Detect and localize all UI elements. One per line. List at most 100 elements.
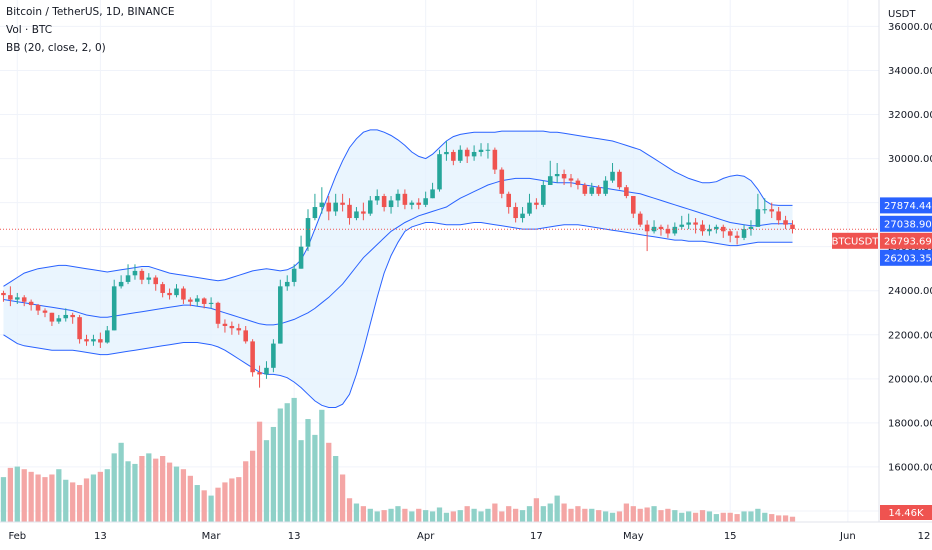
price-axis[interactable]: 14000.0016000.0018000.0020000.0022000.00…	[888, 22, 932, 518]
x-tick-label: Mar	[202, 531, 222, 542]
volume-bar	[651, 506, 657, 522]
volume-bar	[637, 508, 643, 522]
candle-body	[610, 171, 615, 181]
legend-volume[interactable]: Vol · BTC	[6, 24, 53, 36]
price-tag-label: 27038.90	[884, 219, 932, 230]
volume-bar	[706, 511, 713, 522]
volume-bar	[416, 508, 422, 522]
volume-bar	[139, 456, 145, 522]
price-tags: 27874.44 27038.90 26793.69 26203.35 BTCUSDT 1…	[832, 197, 932, 520]
candle-body	[118, 281, 124, 287]
candle-body	[741, 229, 747, 238]
candle-body	[28, 301, 34, 306]
x-tick-label: Feb	[8, 531, 26, 542]
candle-body	[471, 151, 477, 157]
candle-body	[15, 297, 20, 300]
volume-bar	[194, 485, 200, 522]
candle-body	[762, 209, 768, 211]
candle-body	[104, 330, 110, 343]
candle-body	[229, 325, 235, 329]
volume-bar	[215, 487, 221, 522]
volume-bar	[56, 469, 62, 522]
volume-bar	[229, 478, 235, 522]
candle-body	[658, 226, 664, 230]
candle-body	[582, 185, 588, 194]
volume-bar	[734, 514, 740, 522]
x-tick-label: 17	[530, 531, 543, 542]
volume-bar	[305, 419, 311, 522]
volume-bar	[776, 515, 782, 522]
volume-bar	[353, 503, 360, 522]
volume-bar	[423, 510, 429, 522]
volume-bar	[173, 466, 180, 522]
time-axis[interactable]: Feb 13 Mar 13 Apr 17 May 15 Jun 12	[8, 531, 930, 542]
candle-body	[437, 154, 442, 190]
volume-bar	[789, 516, 796, 522]
candle-body	[160, 284, 165, 293]
candle-body	[790, 224, 795, 230]
candle-body	[783, 220, 788, 225]
candle-body	[49, 312, 55, 322]
volume-bar	[741, 511, 747, 522]
legend-bollinger[interactable]: BB (20, close, 2, 0)	[6, 42, 106, 54]
candle-body	[381, 196, 387, 208]
volume-bar	[748, 511, 754, 522]
x-tick-label: Apr	[417, 531, 435, 542]
candle-body	[520, 213, 525, 219]
volume-bar	[0, 477, 7, 522]
candle-body	[686, 222, 691, 225]
candle-body	[305, 218, 311, 247]
candle-body	[457, 149, 463, 161]
volume-bar	[63, 479, 69, 522]
candle-body	[644, 224, 650, 232]
volume-bar	[519, 510, 526, 522]
price-tag-label: 27874.44	[884, 201, 932, 212]
price-tag	[880, 232, 932, 249]
candle-body	[132, 270, 138, 276]
volume-bar	[97, 471, 103, 522]
price-tag	[880, 249, 932, 266]
volume-bar	[35, 474, 41, 522]
candle-body	[776, 211, 781, 221]
candle-body	[271, 343, 276, 368]
candle-body	[444, 151, 449, 155]
candle-body	[679, 224, 685, 227]
volume-bar	[602, 511, 609, 522]
candle-body	[430, 189, 435, 199]
volume-bar	[547, 503, 553, 522]
volume-bar	[402, 508, 408, 522]
candle-body	[568, 178, 574, 181]
candle-body	[333, 202, 338, 212]
candle-body	[167, 292, 172, 296]
volume-bar	[506, 506, 512, 522]
candle-body	[707, 229, 712, 232]
candle-body	[423, 198, 428, 205]
volume-bar	[277, 408, 283, 522]
volume-bar	[499, 511, 505, 522]
currency-label: USDT	[888, 9, 916, 20]
candle-body	[485, 149, 491, 151]
volume-bar	[582, 508, 588, 522]
volume-bar	[249, 450, 256, 522]
volume-bar	[533, 498, 540, 522]
volume-bar	[464, 506, 470, 522]
candle-body	[637, 213, 643, 225]
candle-body	[492, 149, 498, 170]
volume-bar	[409, 511, 415, 522]
candle-body	[1, 292, 6, 296]
volume-bar	[713, 514, 719, 522]
candle-body	[575, 180, 581, 186]
y-tick-label: 32000.00	[888, 110, 932, 121]
candle-body	[527, 202, 532, 214]
legend-symbol[interactable]: Bitcoin / TetherUS, 1D, BINANCE	[6, 6, 175, 18]
candle-body	[603, 180, 608, 194]
candle-body	[201, 298, 207, 304]
volume-bar	[21, 469, 27, 522]
symbol-tag	[832, 232, 878, 249]
volume-bar	[395, 506, 401, 522]
volume-bar	[623, 503, 630, 522]
candle-body	[769, 209, 775, 212]
volume-bar	[561, 503, 567, 522]
candle-body	[264, 367, 269, 375]
